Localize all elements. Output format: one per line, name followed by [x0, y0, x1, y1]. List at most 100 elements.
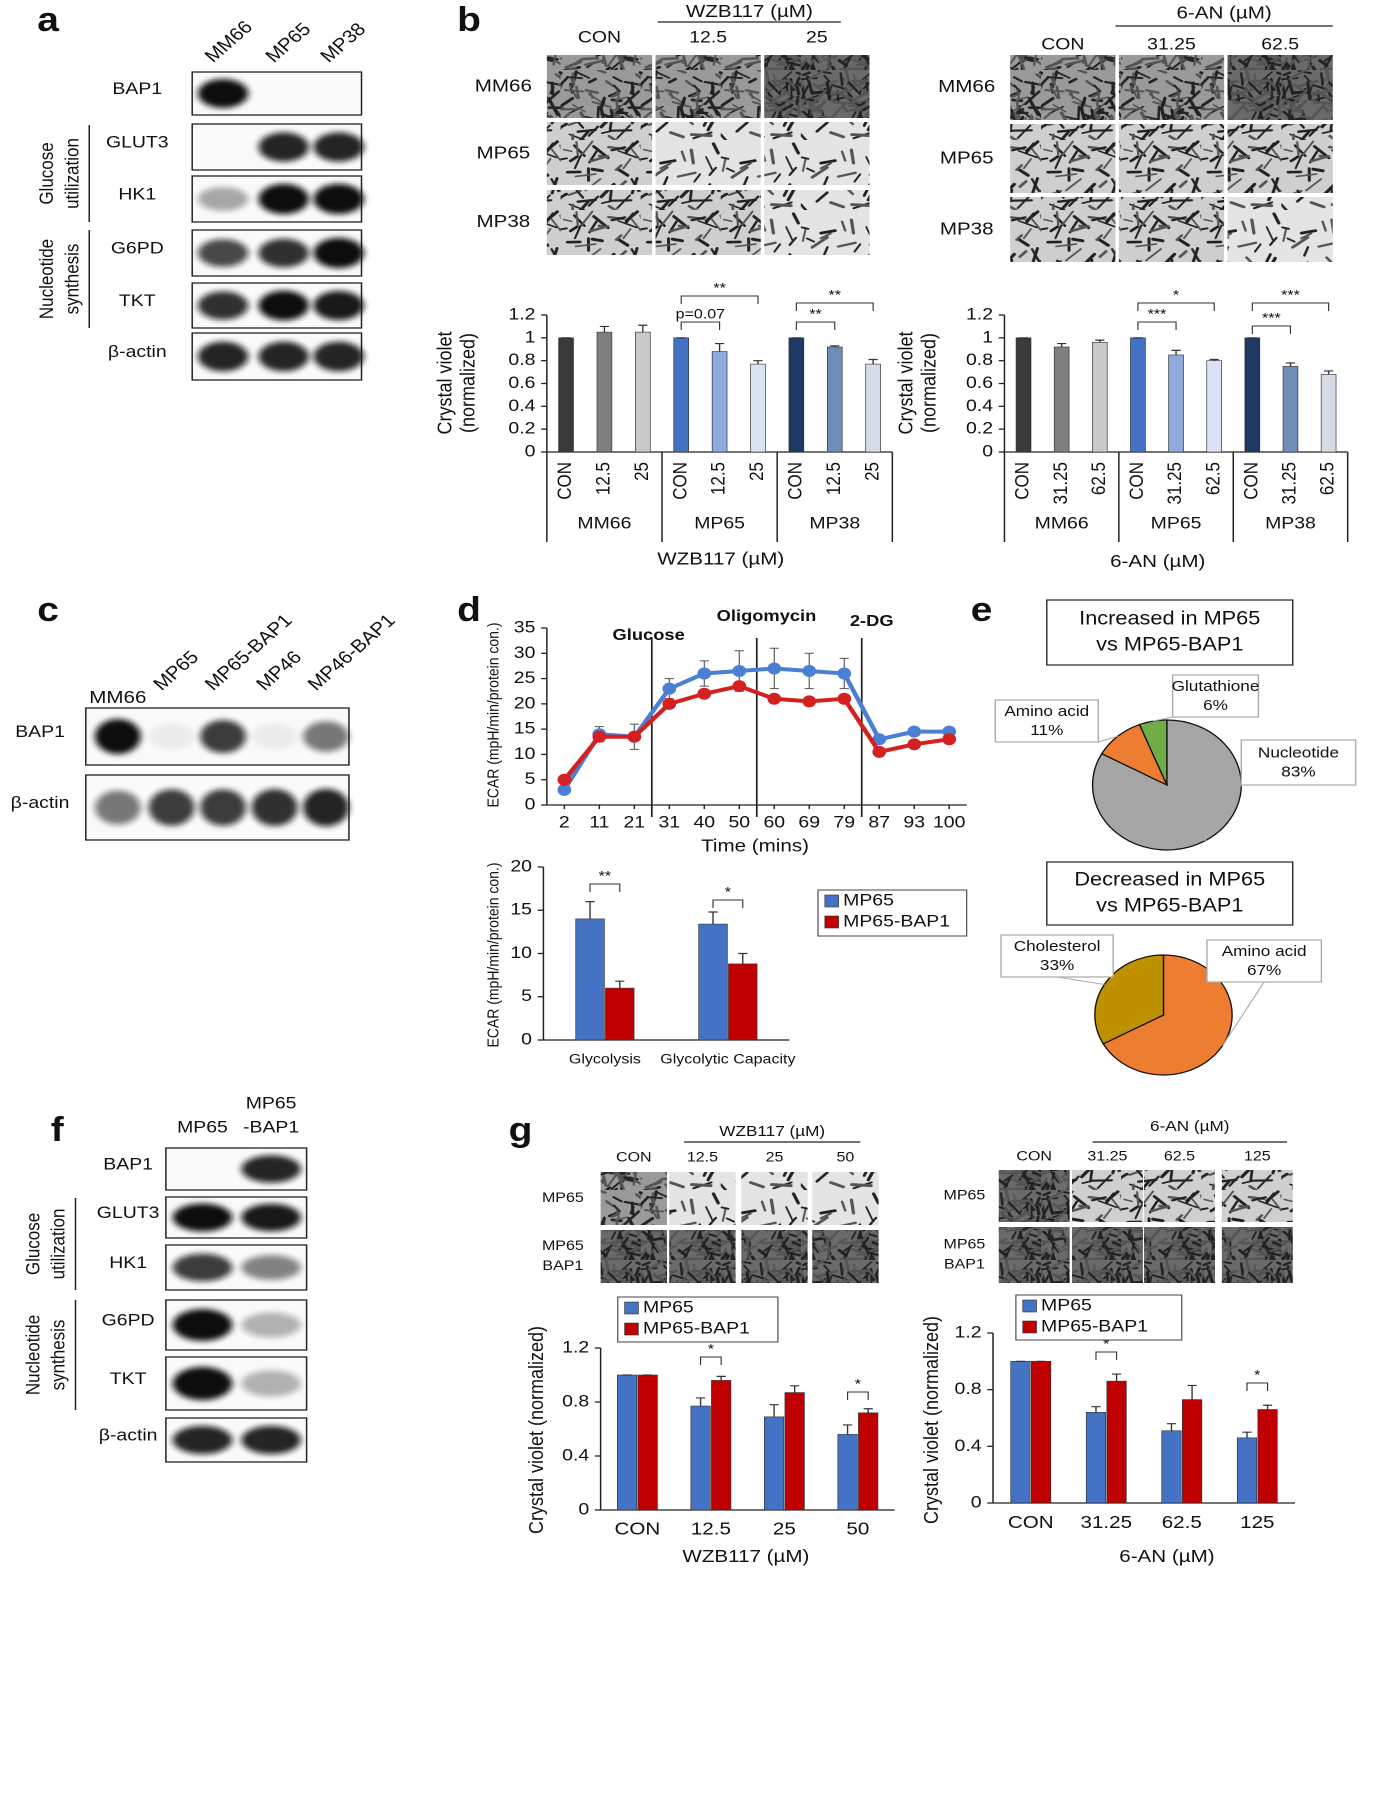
y-tick-label: 1.2 [562, 1337, 589, 1357]
slice-value-label: 67% [1247, 962, 1281, 979]
y-tick-label: 0.4 [955, 1435, 982, 1455]
group-label: Glucose [35, 142, 57, 204]
x-tick-label: CON [615, 1520, 661, 1540]
slice-value-label: 83% [1281, 763, 1315, 780]
title-box [1046, 599, 1294, 666]
group-label: MP65 [694, 513, 745, 533]
error-bar [1057, 342, 1067, 347]
y-axis-label: ECAR (mpH/min/protein con.) [485, 622, 503, 807]
cell-image [741, 1230, 808, 1283]
x-tick-label: 12.5 [691, 1520, 731, 1540]
y-tick-label: 10 [510, 942, 532, 962]
row-label: MP65 [542, 1190, 584, 1206]
pie-title: Decreased in MP65 [1074, 870, 1265, 890]
cell-image [764, 122, 870, 185]
bar [1092, 342, 1108, 453]
significance-label: * [855, 1377, 861, 1393]
column-label: 25 [766, 1150, 784, 1166]
cell-image [546, 122, 653, 185]
legend-box [617, 1296, 779, 1343]
x-axis-label: 6-AN (µM) [1110, 552, 1205, 572]
blot-band [313, 183, 364, 215]
blot-band [258, 290, 309, 321]
error-bar [638, 324, 648, 333]
error-bar [1209, 358, 1219, 361]
x-tick-label: 31 [658, 812, 680, 832]
cell-image [1221, 1170, 1293, 1222]
lane-label: MM66 [89, 688, 146, 708]
column-label: 31.25 [1087, 1149, 1127, 1165]
legend-swatch [824, 894, 839, 908]
column-label: 12.5 [689, 27, 727, 47]
group-label: Glucose [21, 1213, 43, 1275]
row-label: MP65 [940, 148, 994, 168]
group-label: utilization [60, 138, 82, 209]
x-tick-label: CON [553, 462, 575, 500]
x-tick-label: 25 [745, 462, 767, 481]
blot-band [197, 239, 249, 267]
x-tick-label: 25 [773, 1520, 796, 1540]
blot-band [197, 291, 249, 320]
y-tick-label: 0.2 [508, 418, 535, 438]
error-bar [615, 980, 625, 989]
cell-image [1221, 1227, 1293, 1283]
x-tick-label: 12.5 [591, 462, 613, 495]
title-box [1046, 861, 1294, 926]
bar [1206, 360, 1222, 453]
point [872, 745, 887, 758]
bar [784, 1392, 805, 1511]
error-bar [753, 360, 763, 365]
blot-band [313, 132, 364, 162]
x-tick-label: Glycolytic Capacity [660, 1052, 796, 1068]
cell-image [1118, 124, 1225, 193]
y-tick-label: 0 [521, 1029, 532, 1049]
legend-label: MP65-BAP1 [1041, 1316, 1148, 1336]
significance-bracket [1137, 302, 1215, 311]
cell-image [1118, 197, 1225, 262]
y-tick-label: 0.8 [562, 1391, 589, 1411]
group-label: MP38 [809, 513, 860, 533]
bar [1106, 1380, 1127, 1504]
blot-band [241, 1425, 301, 1455]
blot-band [303, 788, 349, 827]
x-tick-label: 12.5 [822, 462, 844, 495]
cell-image [1010, 55, 1116, 120]
point [837, 692, 852, 705]
slice-value-label: 11% [1030, 722, 1063, 739]
x-tick-label: 31.25 [1278, 462, 1300, 505]
cell-image [764, 55, 870, 118]
y-tick-label: 0.6 [966, 372, 993, 392]
cell-image [669, 1230, 736, 1283]
legend-label: MP65 [843, 890, 894, 910]
x-tick-label: 93 [903, 812, 925, 832]
bar [1085, 1412, 1107, 1504]
blot-band [251, 788, 298, 827]
blot-band [172, 1366, 233, 1401]
significance-bracket [589, 883, 621, 892]
y-tick-label: 0 [578, 1499, 589, 1519]
point [557, 773, 572, 786]
point [592, 730, 607, 743]
bar [558, 337, 574, 453]
x-tick-label: 31.25 [1081, 1513, 1133, 1533]
error-bar [599, 325, 610, 333]
x-tick-label: 21 [624, 812, 646, 832]
cell-image [764, 190, 870, 255]
group-label: Nucleotide [35, 239, 57, 319]
slice-value-label: 6% [1203, 697, 1228, 714]
treatment-label: WZB117 (µM) [686, 2, 813, 22]
y-tick-label: 1.2 [955, 1322, 982, 1342]
legend-label: MP65-BAP1 [643, 1318, 750, 1338]
panel-label: b [457, 0, 481, 38]
group-label: MM66 [577, 513, 631, 533]
significance-label: ** [599, 869, 612, 885]
legend-box [817, 889, 968, 937]
significance-bracket [712, 899, 744, 908]
y-tick-label: 15 [510, 899, 532, 919]
column-label: 125 [1244, 1149, 1271, 1165]
significance-label: p=0.07 [676, 307, 725, 323]
cell-image [998, 1227, 1070, 1283]
column-label: 31.25 [1147, 34, 1196, 54]
significance-bracket [847, 1391, 869, 1400]
x-tick-label: 79 [833, 812, 855, 832]
